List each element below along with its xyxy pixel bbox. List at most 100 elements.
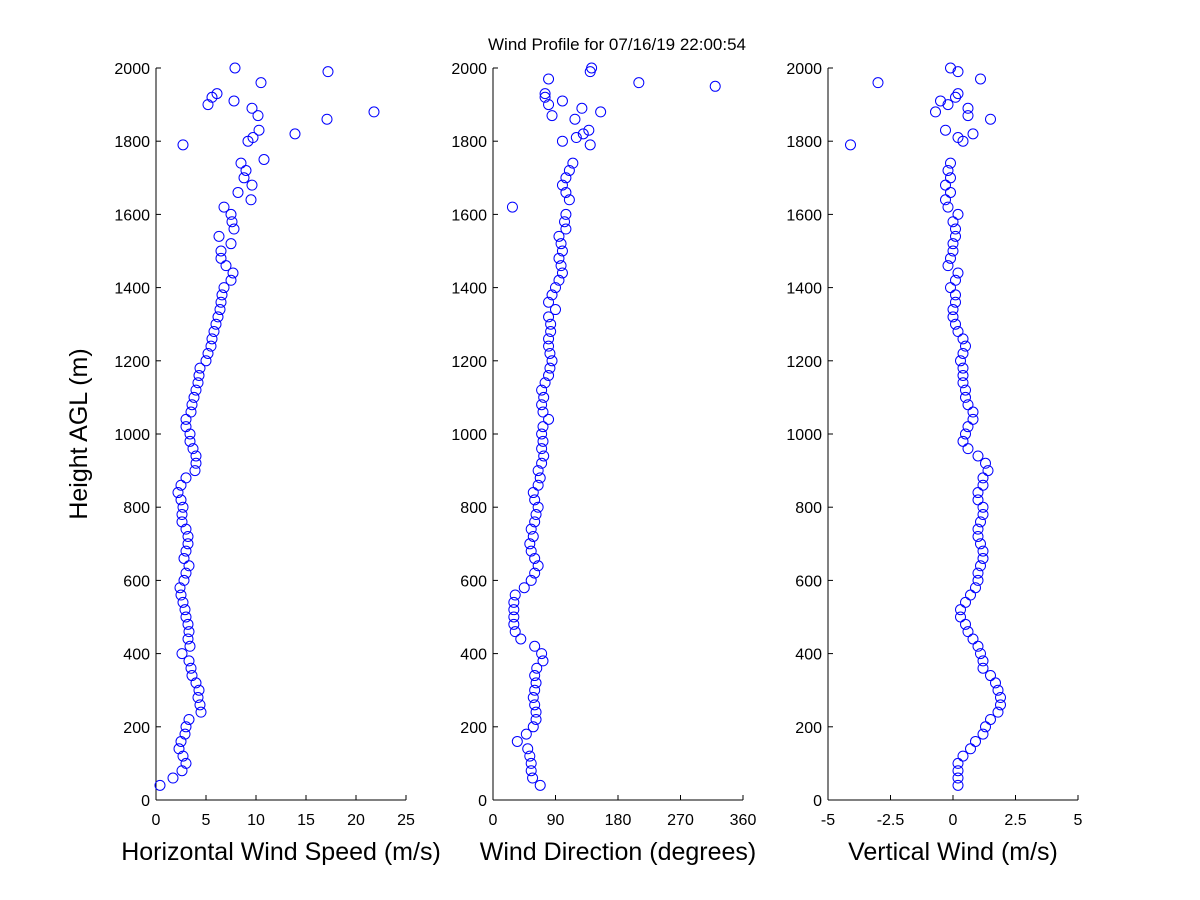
point [960, 618, 971, 630]
point [529, 494, 541, 506]
y-tick-label: 800 [460, 500, 487, 517]
point [977, 472, 989, 484]
point [539, 377, 551, 389]
point [995, 699, 1006, 711]
point [975, 73, 986, 85]
y-tick-label: 1600 [786, 207, 822, 224]
point [955, 611, 966, 623]
point [947, 216, 959, 228]
point [368, 106, 380, 118]
point [252, 110, 264, 122]
point [227, 267, 239, 279]
point [563, 194, 575, 206]
point [975, 538, 986, 550]
point [985, 670, 996, 682]
y-tick-label: 800 [795, 500, 822, 517]
point [553, 252, 565, 264]
point [193, 684, 205, 696]
x-tick-label: 10 [247, 812, 265, 829]
point [563, 164, 575, 176]
point [180, 421, 192, 433]
point [972, 574, 984, 586]
point [182, 618, 194, 630]
point [543, 311, 555, 323]
point [177, 139, 189, 151]
point [967, 413, 979, 425]
point [952, 88, 964, 100]
point [215, 296, 227, 308]
point [992, 706, 1004, 718]
point [952, 772, 964, 784]
y-tick-label: 1000 [786, 427, 822, 444]
point [536, 648, 548, 660]
point [972, 530, 984, 542]
point [532, 560, 544, 572]
point [289, 128, 301, 140]
point [172, 487, 184, 499]
point [977, 552, 989, 564]
point [980, 721, 991, 733]
point [977, 662, 989, 674]
point [942, 260, 954, 272]
point [950, 230, 961, 242]
point [543, 99, 555, 111]
x-axis-label: Horizontal Wind Speed (m/s) [121, 838, 441, 866]
point [872, 77, 884, 89]
point [537, 421, 549, 433]
point [524, 538, 536, 550]
point [253, 124, 265, 136]
point [586, 62, 598, 74]
point [950, 274, 961, 286]
point [229, 62, 241, 74]
x-tick-label: 5 [202, 812, 211, 829]
point [555, 260, 567, 272]
point [322, 66, 334, 78]
point [508, 618, 520, 630]
point [583, 124, 595, 136]
point [940, 179, 951, 191]
point [570, 132, 582, 144]
point [178, 574, 190, 586]
y-tick-label: 1600 [114, 207, 150, 224]
point [962, 399, 974, 411]
point [206, 333, 218, 345]
point [543, 333, 555, 345]
point [970, 735, 981, 747]
x-tick-label: 0 [949, 812, 958, 829]
point [246, 102, 258, 114]
y-tick-label: 2000 [451, 61, 487, 78]
point [960, 428, 971, 440]
point [536, 457, 548, 469]
point [529, 670, 541, 682]
point [530, 677, 542, 689]
point [506, 201, 518, 213]
point [529, 640, 541, 652]
point [977, 501, 989, 513]
x-tick-label: 15 [297, 812, 315, 829]
y-tick-label: 400 [460, 647, 487, 664]
point [176, 509, 188, 521]
point [942, 99, 954, 111]
point [952, 208, 964, 220]
point [321, 113, 333, 125]
point [935, 95, 946, 107]
y-tick-label: 0 [813, 793, 822, 810]
point [543, 413, 555, 425]
point [560, 223, 572, 235]
point [945, 62, 956, 74]
y-tick-label: 1200 [114, 354, 150, 371]
point [247, 132, 259, 144]
point [553, 274, 565, 286]
point [556, 267, 568, 279]
point [559, 216, 571, 228]
point [228, 223, 240, 235]
point [950, 289, 961, 301]
point [194, 362, 206, 374]
point [960, 384, 971, 396]
point [957, 347, 969, 359]
point [190, 457, 202, 469]
x-tick-label: 20 [347, 812, 365, 829]
point [942, 201, 954, 213]
point [511, 735, 523, 747]
